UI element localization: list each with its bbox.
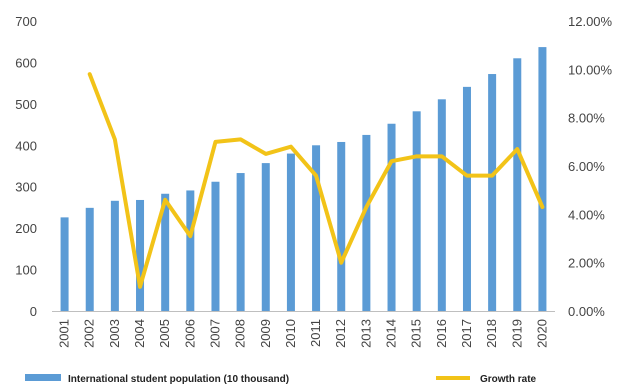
- left-tick-label: 600: [15, 55, 37, 70]
- legend-label-bar: International student population (10 tho…: [68, 374, 289, 385]
- x-tick-label: 2003: [107, 319, 122, 348]
- bar: [261, 163, 270, 311]
- right-tick-label: 10.00%: [568, 62, 613, 77]
- x-tick-label: 2009: [258, 319, 273, 348]
- bar: [412, 111, 421, 311]
- x-tick-label: 2017: [459, 319, 474, 348]
- x-tick-label: 2012: [333, 319, 348, 348]
- left-tick-label: 0: [30, 304, 37, 319]
- x-tick-label: 2010: [283, 319, 298, 348]
- bar: [211, 181, 220, 311]
- x-tick-label: 2006: [182, 319, 197, 348]
- bar: [387, 123, 396, 311]
- x-tick-label: 2019: [509, 319, 524, 348]
- x-tick-label: 2001: [57, 319, 72, 348]
- right-tick-label: 6.00%: [568, 159, 605, 174]
- bar: [337, 141, 346, 311]
- left-tick-label: 300: [15, 180, 37, 195]
- bar: [437, 99, 446, 311]
- left-tick-label: 200: [15, 221, 37, 236]
- bar: [538, 47, 547, 311]
- bar: [362, 134, 371, 311]
- bar: [488, 74, 497, 312]
- left-tick-label: 100: [15, 263, 37, 278]
- line-series: [87, 72, 545, 289]
- left-tick-label: 400: [15, 138, 37, 153]
- x-axis: 2001 2002 2003 2004 2005 2006 2007 2008 2009 2010…: [57, 319, 550, 348]
- bar: [286, 153, 295, 311]
- left-axis: 0 100 200 300 400 500 600 700: [15, 14, 37, 319]
- right-axis: 0.00% 2.00% 4.00% 6.00% 8.00% 10.00% 12.00%: [568, 14, 613, 319]
- bar: [161, 193, 170, 311]
- legend: International student population (10 tho…: [25, 374, 537, 385]
- x-tick-label: 2020: [534, 319, 549, 348]
- right-tick-label: 2.00%: [568, 256, 605, 271]
- legend-label-line: Growth rate: [480, 374, 537, 385]
- right-tick-label: 8.00%: [568, 111, 605, 126]
- x-tick-label: 2002: [82, 319, 97, 348]
- bar-series: [60, 47, 547, 312]
- left-tick-label: 500: [15, 97, 37, 112]
- growth-rate-line: [87, 72, 545, 289]
- x-tick-label: 2008: [233, 319, 248, 348]
- x-tick-label: 2011: [308, 319, 323, 347]
- x-tick-label: 2014: [384, 319, 399, 348]
- x-tick-label: 2015: [409, 319, 424, 348]
- bar: [60, 217, 69, 311]
- right-tick-label: 4.00%: [568, 207, 605, 222]
- bar: [186, 190, 195, 311]
- x-tick-label: 2004: [132, 319, 147, 348]
- x-tick-label: 2007: [207, 319, 222, 348]
- bar: [236, 173, 245, 311]
- right-tick-label: 12.00%: [568, 14, 613, 29]
- x-tick-label: 2005: [157, 319, 172, 348]
- bar: [513, 58, 522, 312]
- bar: [136, 199, 145, 311]
- x-tick-label: 2018: [484, 319, 499, 348]
- x-tick-label: 2013: [358, 319, 373, 348]
- right-tick-label: 0.00%: [568, 304, 605, 319]
- bar: [110, 200, 119, 311]
- legend-swatch-bar: [25, 374, 61, 381]
- bar: [462, 86, 471, 311]
- bar: [312, 145, 321, 311]
- left-tick-label: 700: [15, 14, 37, 29]
- bar: [85, 207, 94, 311]
- x-tick-label: 2016: [434, 319, 449, 348]
